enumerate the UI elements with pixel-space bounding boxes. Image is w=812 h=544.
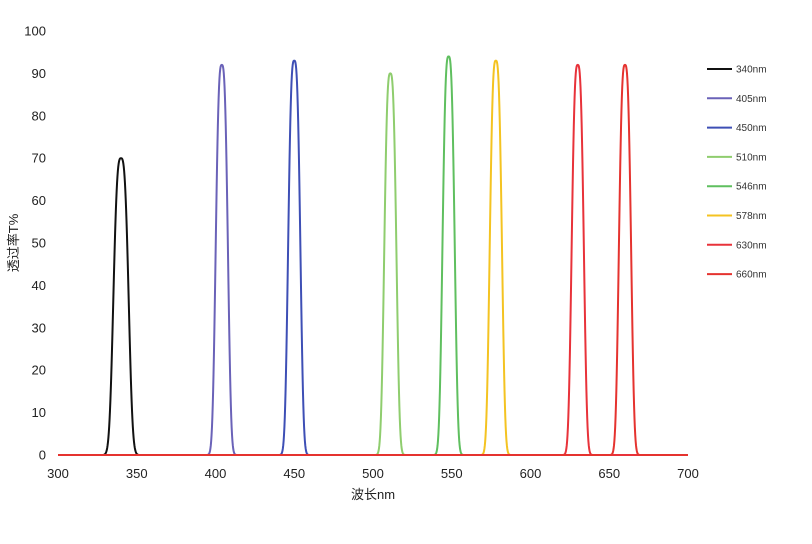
- y-axis-ticks: 0 10 20 30 40 50 60 70 80 90 100: [24, 24, 46, 463]
- series-line-630nm: [57, 63, 689, 456]
- series-line-660nm: [57, 63, 689, 456]
- x-axis-ticks: 300 350 400 450 500 550 600 650 700: [47, 466, 699, 481]
- series-line-546nm: [57, 55, 689, 456]
- x-tick-label: 700: [677, 466, 699, 481]
- y-tick-label: 20: [32, 363, 46, 378]
- x-tick-label: 350: [126, 466, 148, 481]
- series-line-510nm: [57, 72, 689, 456]
- series-curves: [57, 55, 689, 456]
- y-tick-label: 90: [32, 66, 46, 81]
- x-tick-label: 550: [441, 466, 463, 481]
- y-tick-label: 30: [32, 320, 46, 335]
- x-tick-label: 450: [283, 466, 305, 481]
- y-tick-label: 0: [39, 448, 46, 463]
- y-tick-label: 40: [32, 278, 46, 293]
- y-tick-label: 80: [32, 108, 46, 123]
- series-line-578nm: [57, 59, 689, 456]
- legend-label: 405nm: [736, 94, 767, 105]
- x-tick-label: 500: [362, 466, 384, 481]
- y-tick-label: 50: [32, 236, 46, 251]
- y-axis-title: 透过率T%: [6, 213, 21, 272]
- x-tick-label: 650: [598, 466, 620, 481]
- legend-label: 630nm: [736, 240, 767, 251]
- legend-label: 660nm: [736, 270, 767, 281]
- legend-label: 546nm: [736, 182, 767, 193]
- legend-label: 510nm: [736, 152, 767, 163]
- series-line-340nm: [57, 157, 689, 456]
- series-line-450nm: [57, 59, 689, 456]
- legend-label: 340nm: [736, 65, 767, 76]
- x-tick-label: 600: [520, 466, 542, 481]
- series-line-405nm: [57, 63, 689, 456]
- legend: 340nm 405nm 450nm 510nm 546nm 578nm 630nm 660nm: [707, 65, 767, 281]
- y-tick-label: 60: [32, 193, 46, 208]
- y-tick-label: 100: [24, 24, 46, 39]
- legend-label: 450nm: [736, 123, 767, 134]
- legend-label: 578nm: [736, 211, 767, 222]
- x-tick-label: 400: [205, 466, 227, 481]
- x-tick-label: 300: [47, 466, 69, 481]
- x-axis-title: 波长nm: [351, 487, 395, 502]
- y-tick-label: 10: [32, 405, 46, 420]
- y-tick-label: 70: [32, 151, 46, 166]
